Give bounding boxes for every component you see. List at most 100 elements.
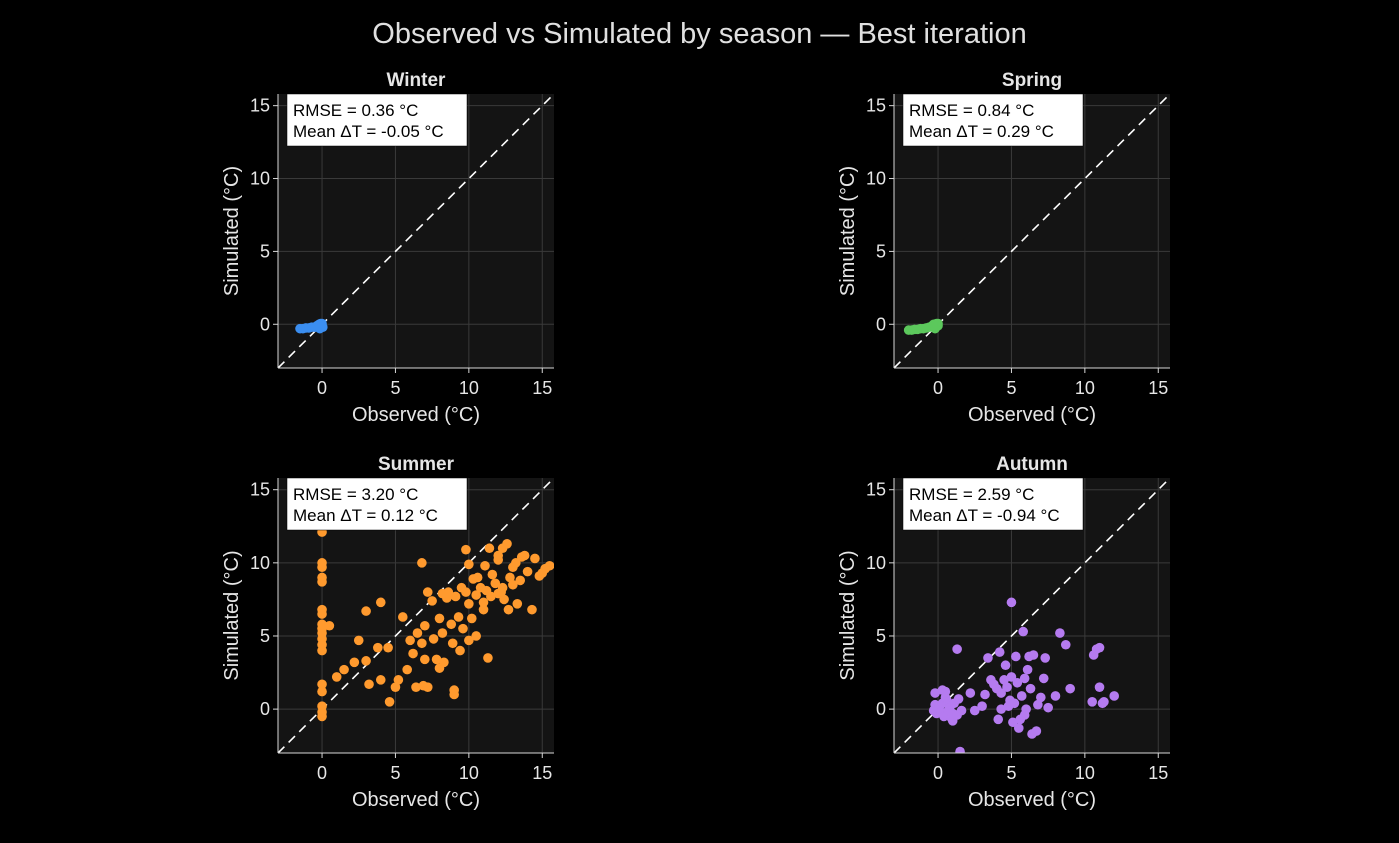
data-point: [1009, 698, 1020, 709]
data-point: [956, 705, 967, 716]
y-tick-label: 5: [260, 626, 270, 646]
data-point: [505, 572, 515, 583]
data-point: [331, 672, 342, 682]
y-tick-label: 5: [876, 241, 886, 261]
y-tick-label: 5: [876, 626, 886, 646]
data-point: [431, 654, 442, 665]
data-point: [519, 550, 530, 561]
data-point: [1094, 642, 1105, 653]
rmse-label: RMSE = 2.59 °C: [909, 485, 1034, 504]
mean-dt-label: Mean ΔT = -0.05 °C: [293, 122, 444, 141]
data-point: [1087, 697, 1097, 707]
x-axis-label: Observed (°C): [352, 404, 480, 426]
y-axis-label: Simulated (°C): [837, 166, 859, 296]
data-point: [478, 597, 489, 608]
data-point: [983, 653, 993, 663]
data-point: [317, 711, 327, 722]
data-point: [373, 642, 383, 653]
data-point: [361, 656, 371, 666]
data-point: [434, 613, 445, 624]
rmse-label: RMSE = 3.20 °C: [293, 485, 418, 504]
data-point: [511, 558, 521, 568]
data-point: [487, 569, 498, 580]
data-point: [437, 588, 448, 599]
data-point: [1012, 677, 1023, 688]
data-point: [930, 323, 940, 334]
rmse-label: RMSE = 0.36 °C: [293, 101, 418, 120]
data-point: [486, 591, 496, 602]
data-point: [317, 686, 327, 697]
data-point: [508, 579, 518, 590]
data-point: [422, 587, 433, 597]
data-point: [1050, 691, 1061, 701]
panel-summer: 0 5 10 15 0 5 10 15 Summer Observed (°C) Simulated…: [221, 454, 554, 811]
data-point: [339, 664, 349, 675]
data-point: [375, 675, 386, 685]
data-point: [364, 679, 374, 690]
data-point: [1109, 691, 1120, 701]
data-point: [420, 654, 430, 665]
data-point: [422, 682, 433, 692]
data-point: [317, 577, 327, 587]
data-point: [483, 653, 493, 663]
data-point: [1019, 710, 1030, 720]
data-point: [458, 623, 468, 634]
data-point: [384, 697, 395, 707]
x-tick-label: 10: [459, 378, 479, 398]
panel-title: Winter: [387, 70, 447, 91]
data-point: [1094, 682, 1105, 692]
data-point: [471, 590, 481, 600]
data-point: [453, 612, 464, 622]
data-point: [544, 560, 554, 571]
y-tick-label: 0: [260, 314, 270, 334]
mean-dt-label: Mean ΔT = -0.94 °C: [909, 506, 1060, 525]
data-point: [1008, 717, 1018, 728]
data-point: [324, 620, 335, 631]
data-point: [349, 657, 360, 668]
y-tick-label: 15: [250, 96, 270, 116]
spring-points: [903, 318, 943, 335]
x-tick-label: 5: [1006, 378, 1016, 398]
data-point: [952, 644, 962, 654]
data-point: [466, 613, 477, 624]
data-point: [353, 635, 364, 646]
data-point: [1036, 692, 1046, 703]
data-point: [428, 634, 439, 644]
data-point: [480, 560, 490, 571]
data-point: [402, 664, 412, 675]
data-point: [999, 675, 1009, 685]
data-point: [1060, 639, 1071, 650]
data-point: [499, 594, 509, 605]
data-point: [408, 648, 418, 659]
data-point: [493, 555, 504, 565]
data-point: [1055, 628, 1065, 638]
stats-box: [902, 477, 1084, 531]
y-tick-label: 0: [876, 699, 886, 719]
data-point: [522, 566, 533, 577]
data-point: [412, 628, 423, 638]
data-point: [317, 318, 327, 329]
x-tick-label: 5: [390, 763, 400, 783]
data-point: [455, 645, 465, 656]
data-point: [490, 578, 501, 589]
data-point: [1040, 653, 1051, 663]
data-point: [530, 553, 540, 564]
data-point: [375, 597, 386, 608]
x-tick-label: 10: [1075, 378, 1095, 398]
x-axis-label: Observed (°C): [968, 404, 1096, 426]
y-tick-label: 10: [866, 169, 886, 189]
data-point: [1038, 673, 1049, 684]
x-tick-label: 10: [459, 763, 479, 783]
figure-title: Observed vs Simulated by season — Best i…: [372, 18, 1027, 50]
rmse-label: RMSE = 0.84 °C: [909, 101, 1034, 120]
data-point: [980, 689, 990, 700]
data-point: [361, 606, 371, 616]
data-point: [420, 620, 430, 631]
data-point: [969, 705, 980, 716]
data-point: [1043, 702, 1053, 713]
data-point: [937, 685, 948, 695]
y-tick-label: 10: [250, 553, 270, 573]
y-axis-label: Simulated (°C): [221, 550, 243, 680]
mean-dt-label: Mean ΔT = 0.12 °C: [293, 506, 438, 525]
